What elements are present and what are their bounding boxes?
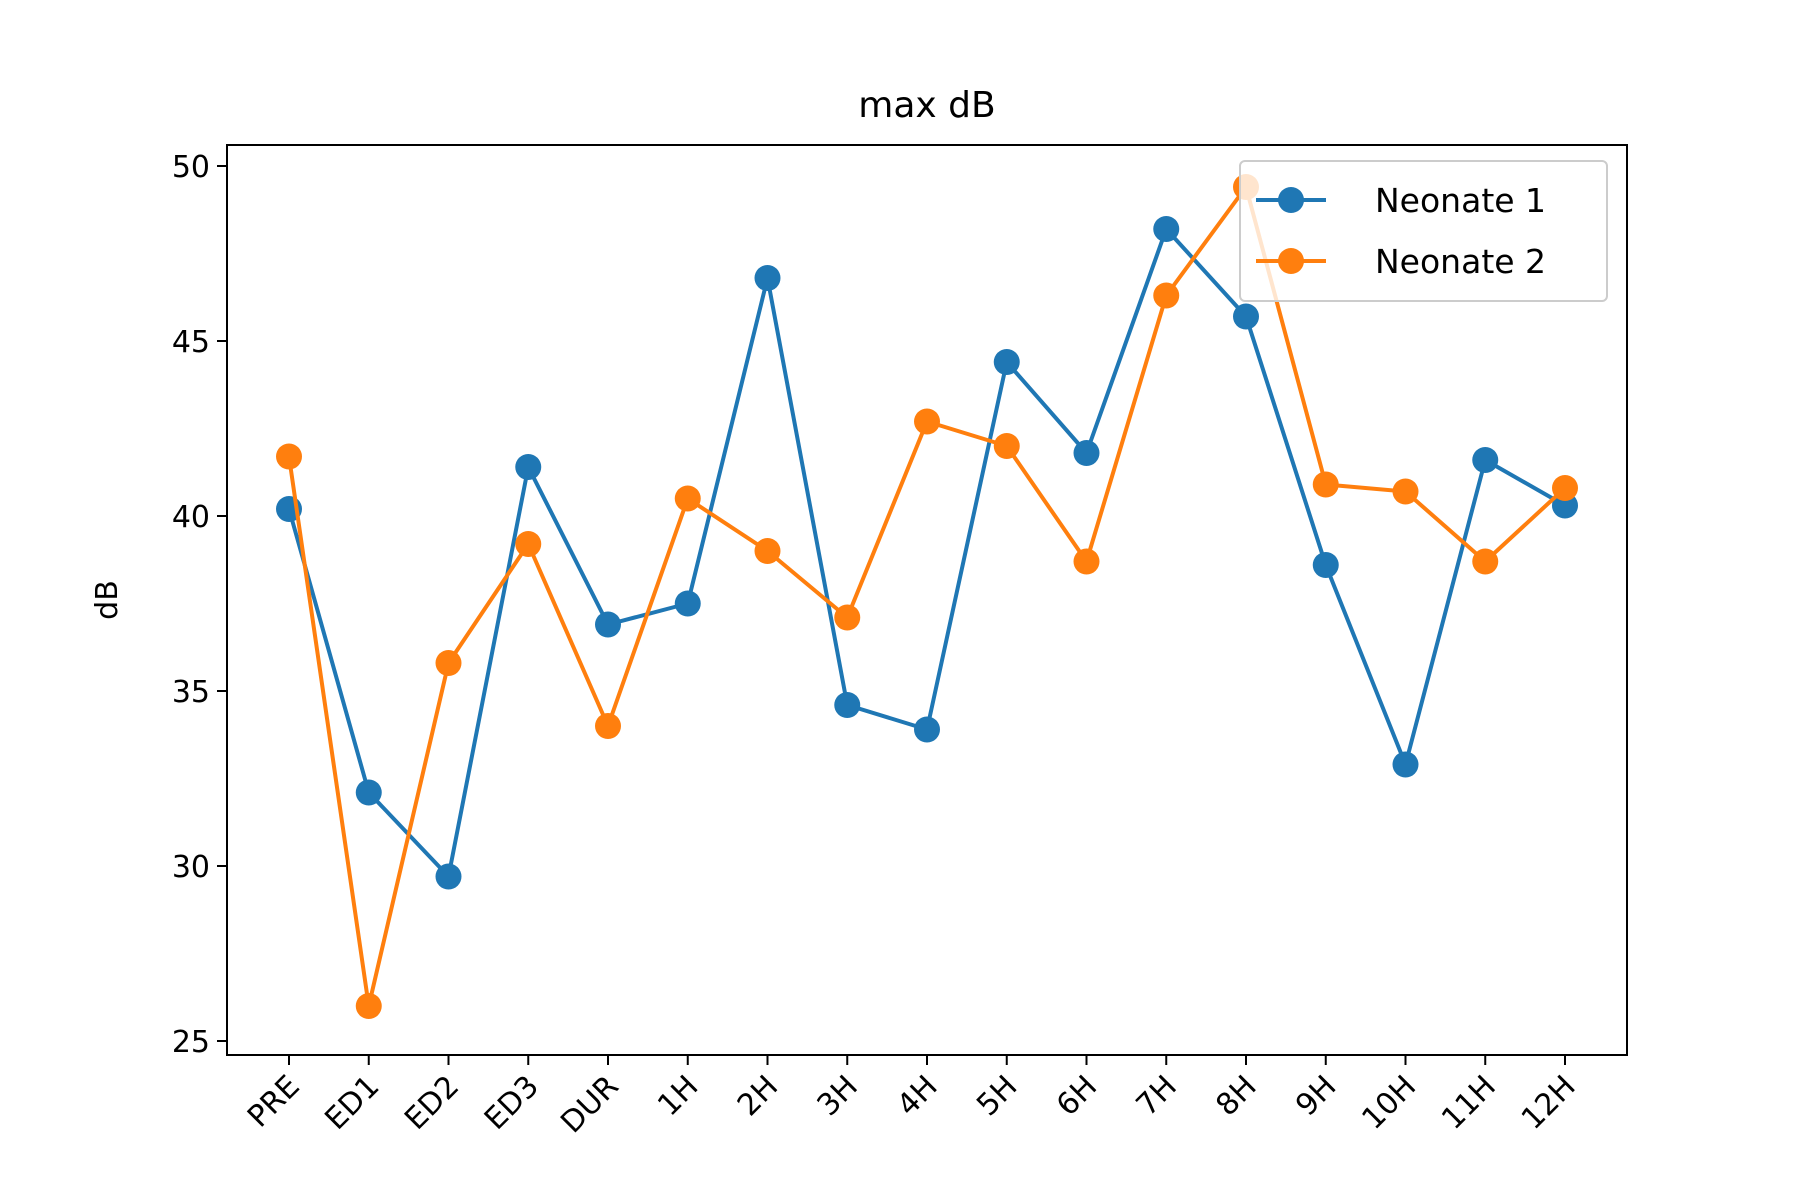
data-point — [674, 485, 701, 512]
chart-title: max dB — [858, 85, 995, 126]
data-point — [834, 604, 861, 631]
data-point — [1073, 440, 1100, 466]
data-point — [834, 692, 861, 718]
data-point — [1312, 471, 1339, 498]
y-tick-label: 40 — [172, 500, 210, 535]
data-point — [1472, 548, 1499, 575]
data-point — [276, 443, 302, 470]
data-point — [1312, 552, 1339, 578]
data-point — [355, 993, 382, 1019]
data-point — [1153, 216, 1180, 242]
y-axis: 25 30 35 40 45 50 — [172, 150, 227, 1060]
data-point — [435, 650, 462, 676]
data-point — [595, 713, 621, 739]
plot-series — [276, 174, 1578, 1019]
data-point — [1472, 447, 1499, 473]
data-point — [1552, 475, 1578, 501]
data-point — [355, 779, 382, 806]
legend-label: Neonate 2 — [1375, 242, 1546, 281]
y-tick-label: 25 — [172, 1025, 210, 1060]
legend: Neonate 1 Neonate 2 — [1239, 160, 1608, 302]
data-point — [1153, 282, 1180, 309]
data-point — [435, 863, 462, 890]
series-2 — [276, 174, 1578, 1019]
data-point — [754, 265, 781, 291]
data-point — [914, 408, 940, 435]
data-point — [1392, 478, 1419, 505]
y-tick-label: 50 — [172, 150, 210, 185]
data-point — [1392, 751, 1419, 778]
data-point — [1233, 303, 1259, 330]
y-tick-label: 35 — [172, 675, 210, 710]
data-point — [993, 349, 1020, 375]
data-point — [674, 590, 701, 617]
y-tick-label: 30 — [172, 850, 210, 885]
y-axis-label: dB — [90, 580, 125, 620]
y-tick-label: 45 — [172, 325, 210, 360]
axes-frame — [226, 144, 1628, 1056]
data-point — [515, 531, 542, 557]
data-point — [754, 538, 781, 564]
data-point — [993, 433, 1020, 459]
data-point — [914, 716, 940, 743]
legend-box — [1239, 160, 1608, 302]
data-point — [1073, 548, 1100, 575]
legend-marker — [1278, 187, 1304, 213]
legend-marker — [1278, 248, 1304, 274]
data-point — [595, 611, 621, 638]
data-point — [515, 454, 542, 480]
legend-label: Neonate 1 — [1375, 181, 1546, 220]
